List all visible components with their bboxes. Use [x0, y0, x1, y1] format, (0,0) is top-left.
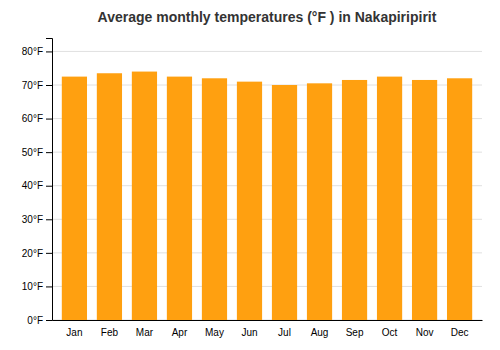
y-tick-mark — [46, 320, 52, 321]
y-tick-mark — [46, 85, 52, 86]
bar — [412, 80, 437, 320]
y-tick-label: 0°F — [27, 315, 43, 326]
x-tick-label: Mar — [136, 327, 154, 338]
y-tick: 40°F — [22, 180, 52, 191]
y-tick-label: 50°F — [22, 147, 43, 158]
y-tick: 50°F — [22, 147, 52, 158]
x-tick-label: Feb — [101, 327, 119, 338]
y-tick-mark — [46, 219, 52, 220]
y-tick-mark — [46, 119, 52, 120]
y-tick: 10°F — [22, 281, 52, 292]
x-tick-label: Dec — [451, 327, 469, 338]
y-tick-label: 70°F — [22, 80, 43, 91]
bar — [237, 82, 262, 320]
y-tick-label: 10°F — [22, 281, 43, 292]
title: Average monthly temperatures (°F ) in Na… — [98, 9, 437, 25]
y-tick-mark — [46, 152, 52, 153]
bar — [167, 77, 192, 320]
y-tick-mark — [46, 253, 52, 254]
x-tick: Dec — [451, 327, 469, 338]
y-tick-mark — [46, 186, 52, 187]
bar — [272, 85, 297, 320]
x-tick: Nov — [416, 327, 434, 338]
x-axis: Jan Feb Mar Apr May Jun Jul Aug Sep Oct Nov Dec — [53, 321, 483, 339]
bar — [377, 77, 402, 320]
y-tick-label: 30°F — [22, 214, 43, 225]
x-tick: Aug — [311, 327, 329, 338]
bar — [62, 77, 87, 320]
x-tick: Mar — [136, 327, 154, 338]
x-tick-label: Apr — [172, 327, 188, 338]
y-tick: 80°F — [22, 46, 52, 57]
bar — [202, 78, 227, 320]
x-tick: May — [205, 327, 224, 338]
bar — [97, 73, 122, 320]
plot: 0°F 10°F 20°F 30°F 40°F 50°F 60°F 70°F 80°F Jan Fe… — [22, 39, 483, 339]
y-tick: 20°F — [22, 248, 52, 259]
y-tick-label: 60°F — [22, 113, 43, 124]
y-tick: 30°F — [22, 214, 52, 225]
x-tick-label: Oct — [382, 327, 398, 338]
y-tick-label: 80°F — [22, 46, 43, 57]
x-tick-label: Jun — [241, 327, 257, 338]
x-tick: Feb — [101, 327, 119, 338]
x-tick: Jul — [278, 327, 291, 338]
bar — [307, 83, 332, 320]
y-axis: 0°F 10°F 20°F 30°F 40°F 50°F 60°F 70°F 80°F — [22, 39, 53, 326]
x-tick: Jun — [241, 327, 257, 338]
grid-line — [52, 51, 482, 52]
grid — [52, 51, 482, 320]
x-tick-label: Sep — [346, 327, 364, 338]
x-axis-line — [53, 320, 483, 321]
bar — [447, 78, 472, 320]
x-tick-label: Nov — [416, 327, 434, 338]
chart: 0°F 10°F 20°F 30°F 40°F 50°F 60°F 70°F 80°F Jan Fe… — [0, 0, 500, 350]
y-tick-label: 20°F — [22, 248, 43, 259]
x-tick: Sep — [346, 327, 364, 338]
y-axis-line — [46, 39, 53, 321]
x-tick-label: Jan — [66, 327, 82, 338]
bar — [342, 80, 367, 320]
y-tick-mark — [46, 51, 52, 52]
x-tick: Jan — [66, 327, 82, 338]
x-tick-label: Jul — [278, 327, 291, 338]
x-tick: Apr — [172, 327, 188, 338]
x-tick-label: Aug — [311, 327, 329, 338]
x-tick: Oct — [382, 327, 398, 338]
y-tick: 70°F — [22, 80, 52, 91]
y-tick-mark — [46, 286, 52, 287]
y-tick: 60°F — [22, 113, 52, 124]
bar — [132, 72, 157, 320]
x-tick-label: May — [205, 327, 224, 338]
y-tick: 0°F — [27, 315, 52, 326]
bars — [62, 72, 472, 320]
y-tick-label: 40°F — [22, 180, 43, 191]
